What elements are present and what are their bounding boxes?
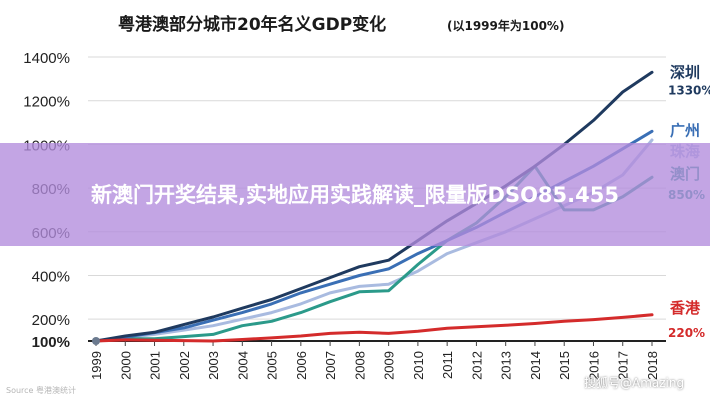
series-line-香港 [94, 313, 654, 343]
y-tick-label: 100% [32, 334, 70, 351]
x-tick-label: 2018 [645, 351, 660, 380]
x-axis-ticks: 1999 2000 2001 2002 2003 2004 2005 2006 2007 2008… [89, 341, 660, 380]
x-tick-label: 2003 [206, 351, 221, 380]
headline-banner: 新澳门开奖结果,实地应用实践解读_限量版DSO85.455 [0, 143, 710, 246]
series-end-value-深圳: 1330% [668, 83, 710, 97]
watermark: 搜狐号@Amazing [584, 376, 685, 390]
x-tick-label: 2013 [499, 351, 514, 380]
series-end-value-香港: 220% [668, 326, 705, 340]
x-tick-label: 2000 [118, 351, 133, 380]
x-tick-label: 2008 [352, 351, 367, 380]
x-tick-label: 2005 [265, 351, 280, 380]
y-tick-label: 200% [32, 312, 70, 329]
x-tick-label: 2010 [411, 351, 426, 380]
x-tick-label: 2007 [323, 351, 338, 380]
series-name-深圳: 深圳 [670, 63, 700, 81]
y-tick-label: 400% [32, 268, 70, 285]
x-tick-label: 2009 [382, 351, 397, 380]
x-tick-label: 2004 [235, 351, 250, 380]
chart-subtitle: (以1999年为100%) [447, 18, 564, 33]
x-tick-label: 1999 [89, 351, 104, 380]
x-tick-label: 2001 [148, 351, 163, 380]
headline-text: 新澳门开奖结果,实地应用实践解读_限量版DSO85.455 [91, 182, 619, 207]
source-mark: Source 粤港澳统计 [6, 386, 77, 395]
x-tick-label: 2016 [586, 351, 601, 380]
x-tick-label: 2002 [177, 351, 192, 380]
x-tick-label: 2006 [294, 351, 309, 380]
x-tick-label: 2015 [557, 351, 572, 380]
x-tick-label: 2014 [528, 351, 543, 380]
x-tick-label: 2012 [469, 351, 484, 380]
origin-point [92, 337, 100, 345]
y-tick-label: 1400% [23, 50, 70, 67]
series-name-广州: 广州 [670, 121, 700, 139]
series-name-香港: 香港 [670, 299, 701, 317]
x-tick-label: 2011 [440, 351, 455, 379]
chart-title: 粤港澳部分城市20年名义GDP变化 [118, 14, 386, 35]
x-tick-label: 2017 [616, 351, 631, 380]
y-tick-label: 1200% [23, 94, 70, 111]
